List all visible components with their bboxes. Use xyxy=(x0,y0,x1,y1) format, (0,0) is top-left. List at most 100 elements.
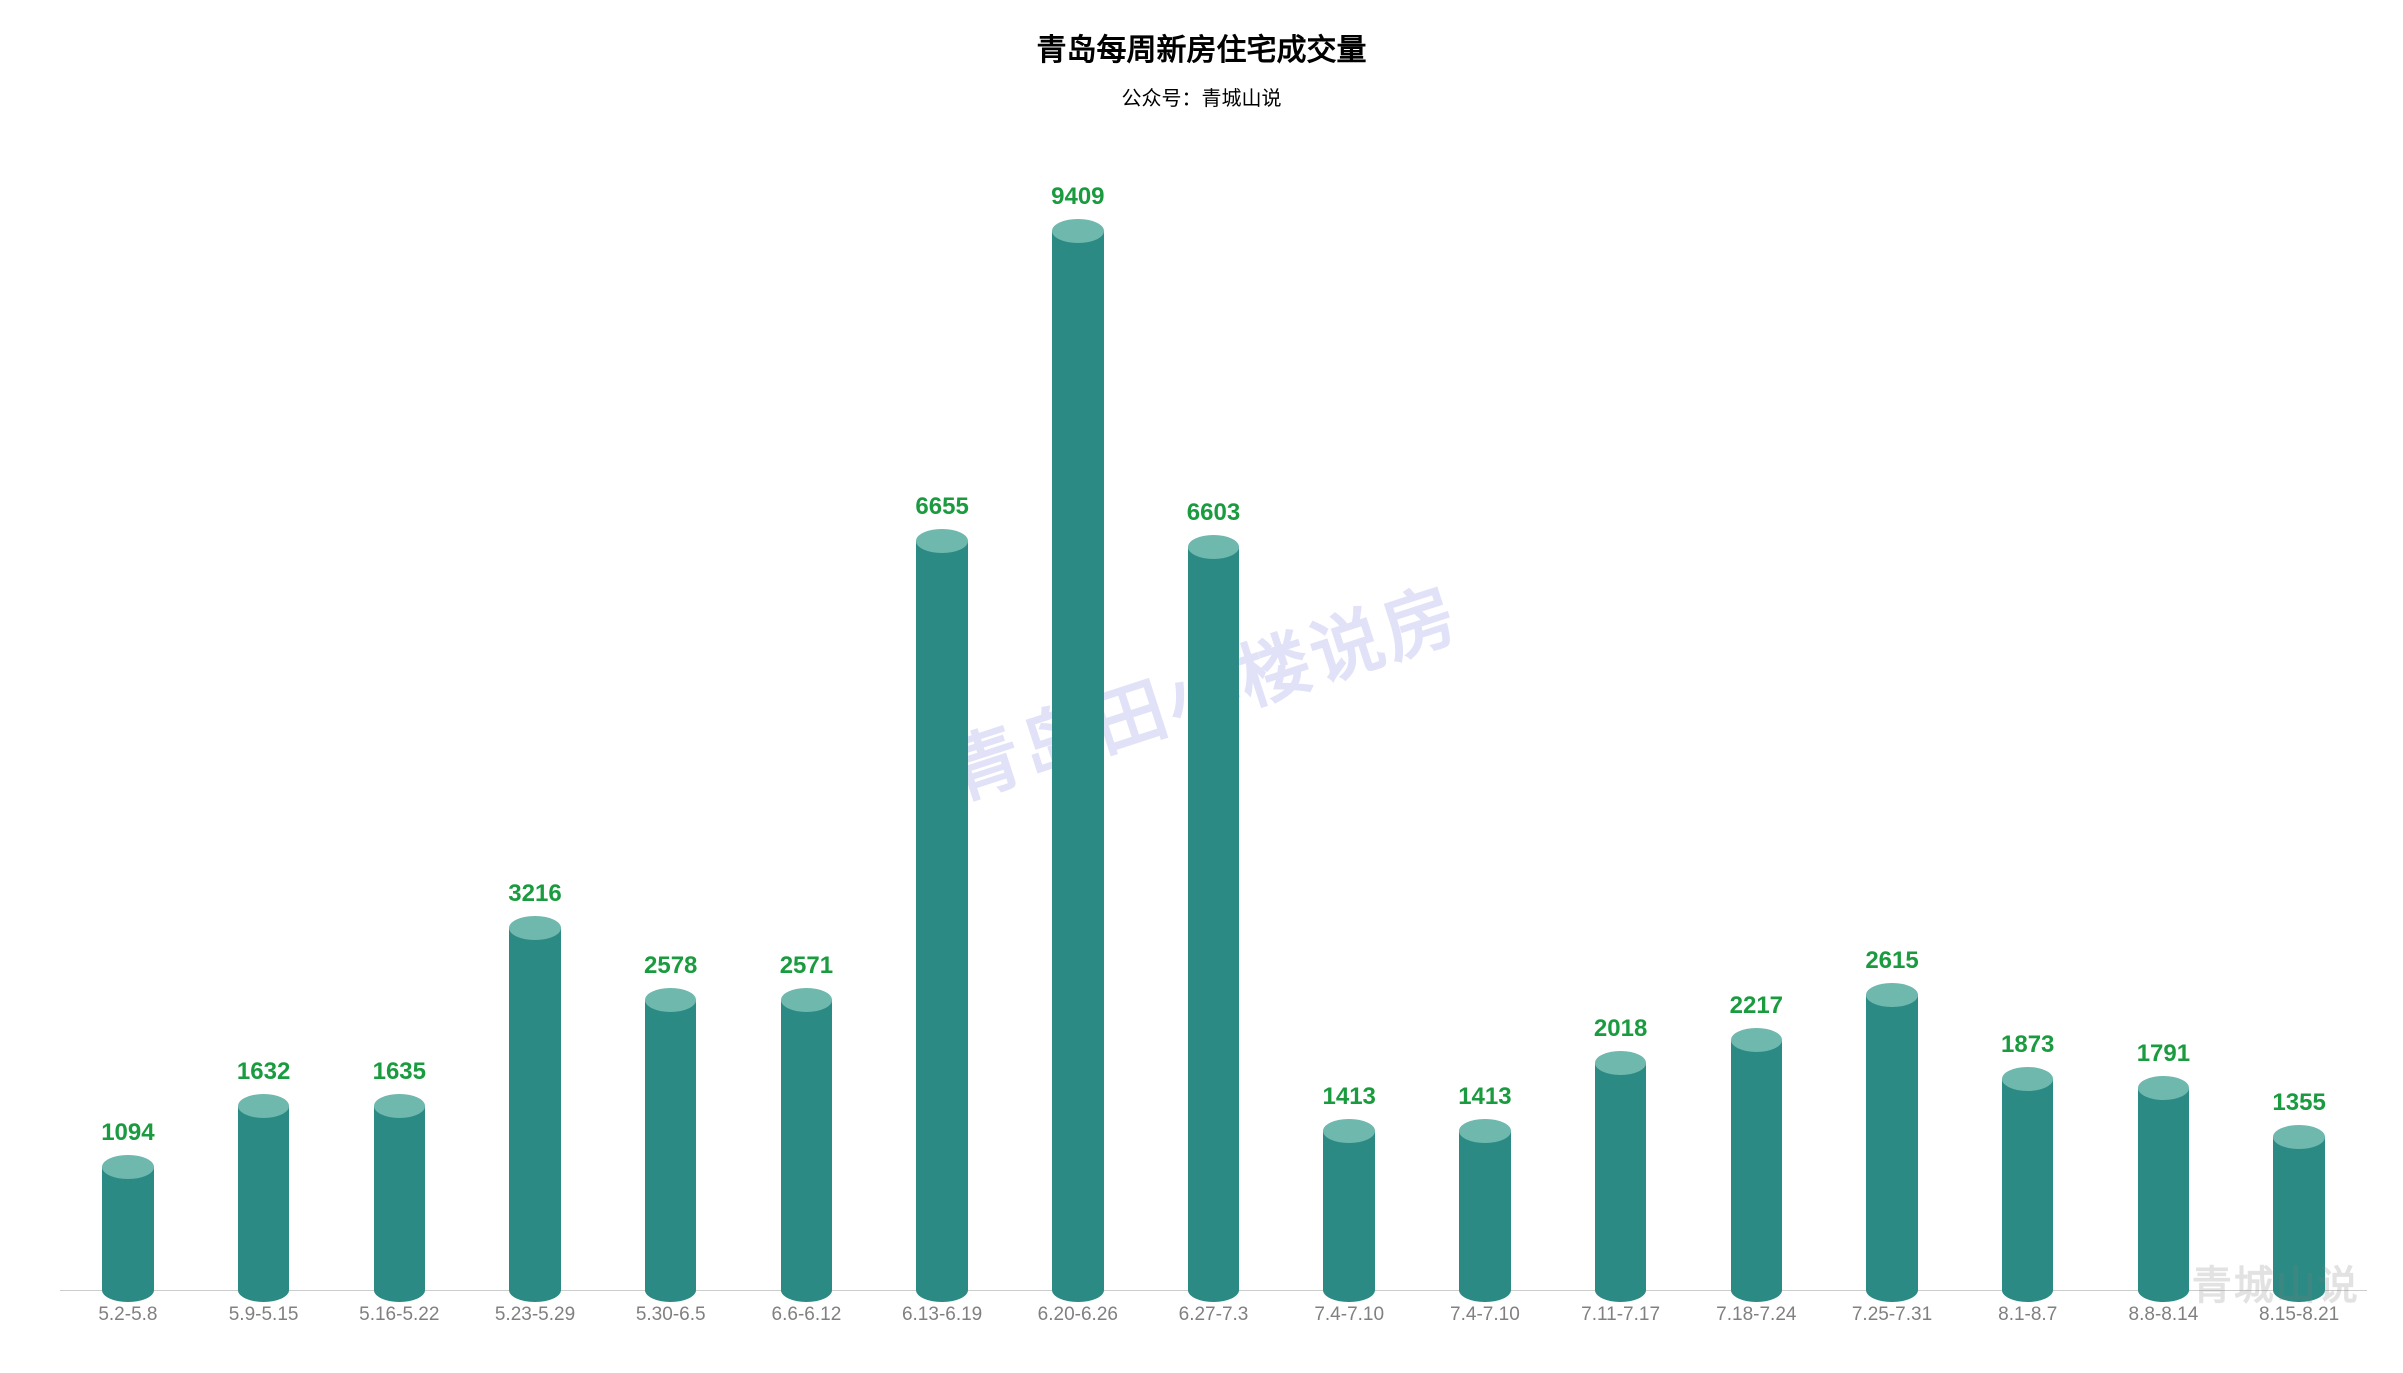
bar-column: 20187.11-7.17 xyxy=(1595,165,1647,1290)
bar-bottom-cap xyxy=(1595,1278,1647,1302)
bar-column: 13558.15-8.21 xyxy=(2273,165,2325,1290)
x-axis-label: 5.30-6.5 xyxy=(636,1304,706,1326)
bar-column: 25716.6-6.12 xyxy=(781,165,833,1290)
x-axis-label: 5.9-5.15 xyxy=(229,1304,299,1326)
bar-bottom-cap xyxy=(374,1278,426,1302)
x-axis-label: 7.4-7.10 xyxy=(1314,1304,1384,1326)
data-label: 6603 xyxy=(1187,499,1240,527)
bar xyxy=(2138,1088,2190,1289)
data-label: 1355 xyxy=(2272,1089,2325,1117)
x-axis-label: 8.1-8.7 xyxy=(1998,1304,2057,1326)
bar-bottom-cap xyxy=(102,1278,154,1302)
bar xyxy=(509,928,561,1290)
bar-body xyxy=(374,1106,426,1290)
bar-column: 16355.16-5.22 xyxy=(374,165,426,1290)
bar-body xyxy=(102,1167,154,1290)
bar-bottom-cap xyxy=(2138,1278,2190,1302)
bar xyxy=(2273,1137,2325,1289)
bar xyxy=(781,1000,833,1289)
bar-bottom-cap xyxy=(509,1278,561,1302)
bar xyxy=(645,1000,697,1290)
bar-column: 17918.8-8.14 xyxy=(2138,165,2190,1290)
x-axis-label: 7.18-7.24 xyxy=(1716,1304,1796,1326)
bar-bottom-cap xyxy=(1052,1278,1104,1302)
bar xyxy=(2002,1079,2054,1290)
bar-body xyxy=(238,1106,290,1290)
bar-column: 18738.1-8.7 xyxy=(2002,165,2054,1290)
bar-column: 66556.13-6.19 xyxy=(916,165,968,1290)
bar-body xyxy=(509,928,561,1290)
data-label: 2571 xyxy=(780,952,833,980)
bar-body xyxy=(1459,1131,1511,1290)
bar xyxy=(1188,547,1240,1290)
x-axis-label: 5.16-5.22 xyxy=(359,1304,439,1326)
bar-body xyxy=(1595,1063,1647,1290)
bar-column: 26157.25-7.31 xyxy=(1866,165,1918,1290)
data-label: 1094 xyxy=(101,1119,154,1147)
bar-top-cap xyxy=(1188,535,1240,559)
x-axis-label: 7.4-7.10 xyxy=(1450,1304,1520,1326)
bar-bottom-cap xyxy=(1731,1278,1783,1302)
bar-column: 32165.23-5.29 xyxy=(509,165,561,1290)
bar-body xyxy=(1188,547,1240,1290)
bar-top-cap xyxy=(916,529,968,553)
x-axis-label: 5.2-5.8 xyxy=(98,1304,157,1326)
data-label: 2578 xyxy=(644,952,697,980)
bar-top-cap xyxy=(102,1155,154,1179)
data-label: 6655 xyxy=(915,493,968,521)
bar-top-cap xyxy=(2273,1125,2325,1149)
bar-bottom-cap xyxy=(645,1278,697,1302)
x-axis-label: 6.27-7.3 xyxy=(1179,1304,1249,1326)
x-axis-label: 8.8-8.14 xyxy=(2129,1304,2199,1326)
bar-body xyxy=(1052,231,1104,1289)
bar xyxy=(1052,231,1104,1289)
bar xyxy=(1595,1063,1647,1290)
x-axis-label: 8.15-8.21 xyxy=(2259,1304,2339,1326)
x-axis-label: 7.11-7.17 xyxy=(1581,1304,1660,1326)
bar-top-cap xyxy=(1595,1051,1647,1075)
bar-top-cap xyxy=(509,916,561,940)
bar-bottom-cap xyxy=(916,1278,968,1302)
bar-body xyxy=(781,1000,833,1289)
data-label: 3216 xyxy=(508,880,561,908)
bar-body xyxy=(1323,1131,1375,1290)
bar-body xyxy=(2273,1137,2325,1289)
bar xyxy=(1459,1131,1511,1290)
bar xyxy=(238,1106,290,1290)
bar-top-cap xyxy=(238,1094,290,1118)
bar-top-cap xyxy=(1459,1119,1511,1143)
x-axis-label: 6.13-6.19 xyxy=(902,1304,982,1326)
bar-bottom-cap xyxy=(1323,1278,1375,1302)
plot-area: 10945.2-5.816325.9-5.1516355.16-5.223216… xyxy=(60,165,2367,1291)
bar xyxy=(916,541,968,1290)
bar-top-cap xyxy=(1323,1119,1375,1143)
bar-bottom-cap xyxy=(1459,1278,1511,1302)
bar-column: 66036.27-7.3 xyxy=(1188,165,1240,1290)
data-label: 2018 xyxy=(1594,1015,1647,1043)
bar-column: 22177.18-7.24 xyxy=(1731,165,1783,1290)
bar-column: 16325.9-5.15 xyxy=(238,165,290,1290)
bar xyxy=(374,1106,426,1290)
chart-container: 青岛每周新房住宅成交量 公众号：青城山说 青岛田小楼说房 10945.2-5.8… xyxy=(0,0,2403,1373)
bar-column: 25785.30-6.5 xyxy=(645,165,697,1290)
bar-body xyxy=(916,541,968,1290)
bar-bottom-cap xyxy=(2002,1278,2054,1302)
data-label: 1413 xyxy=(1458,1083,1511,1111)
data-label: 1632 xyxy=(237,1058,290,1086)
bar-body xyxy=(645,1000,697,1290)
data-label: 1413 xyxy=(1323,1083,1376,1111)
bar-bottom-cap xyxy=(1866,1278,1918,1302)
bar-top-cap xyxy=(2002,1067,2054,1091)
data-label: 2615 xyxy=(1865,947,1918,975)
bar-bottom-cap xyxy=(1188,1278,1240,1302)
data-label: 1873 xyxy=(2001,1031,2054,1059)
bar-body xyxy=(1731,1040,1783,1289)
x-axis-label: 5.23-5.29 xyxy=(495,1304,575,1326)
chart-title: 青岛每周新房住宅成交量 xyxy=(0,25,2403,69)
bar-top-cap xyxy=(1052,219,1104,243)
bar-top-cap xyxy=(645,988,697,1012)
data-label: 2217 xyxy=(1730,992,1783,1020)
bar xyxy=(1731,1040,1783,1289)
bar-bottom-cap xyxy=(781,1278,833,1302)
x-axis-label: 6.6-6.12 xyxy=(772,1304,842,1326)
